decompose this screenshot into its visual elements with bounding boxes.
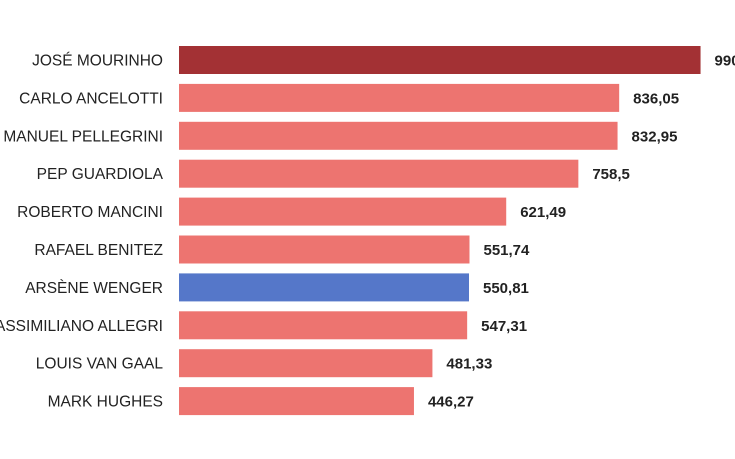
bar [179,387,414,416]
category-label: LOUIS VAN GAAL [36,356,164,373]
category-label: ARSÈNE WENGER [25,280,163,297]
value-label: 550,81 [483,280,529,297]
value-label: 621,49 [520,204,566,221]
bar [179,46,701,74]
bar [179,121,618,150]
value-label: 551,74 [483,242,530,259]
value-label: 481,33 [446,356,492,373]
category-label: RAFAEL BENITEZ [34,242,163,259]
category-label: ROBERTO MANCINI [17,204,163,221]
bar [179,83,620,112]
value-label: 547,31 [481,318,527,335]
category-label: MARK HUGHES [48,394,163,411]
category-label: MANUEL PELLEGRINI [3,128,163,145]
value-label: 832,95 [632,128,678,145]
category-label: MASSIMILIANO ALLEGRI [0,318,163,335]
category-label: JOSÉ MOURINHO [32,53,163,70]
category-label: PEP GUARDIOLA [37,166,164,183]
value-label: 758,5 [592,166,630,183]
bar [179,311,468,340]
value-label: 990,6 [715,53,735,70]
bar [179,159,579,188]
value-label: 446,27 [428,394,474,411]
bar [179,235,470,264]
bar [179,197,507,226]
bar [179,349,433,378]
bar [179,273,470,302]
value-label: 836,05 [633,90,679,107]
category-label: CARLO ANCELOTTI [19,90,163,107]
